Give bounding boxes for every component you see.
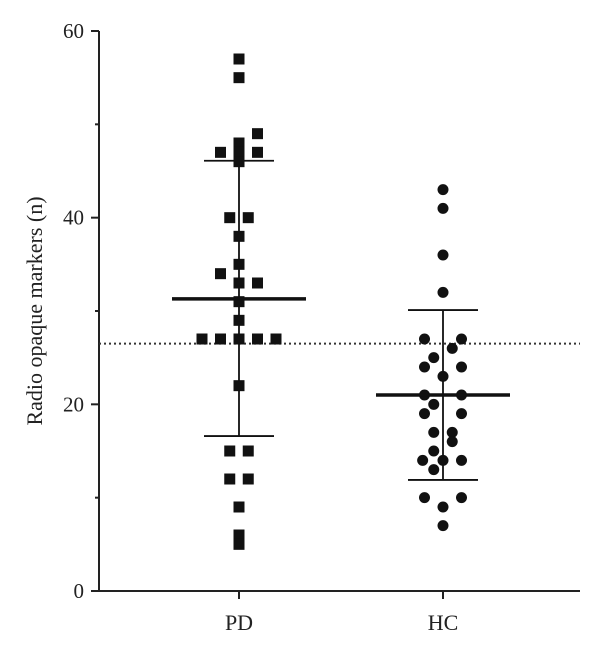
data-point-circle (428, 445, 440, 457)
data-point-square (242, 473, 254, 485)
mean-lines (172, 297, 510, 397)
data-point-square (224, 212, 236, 224)
data-point-circle (437, 202, 449, 214)
data-point-square (233, 314, 245, 326)
data-point-square (242, 212, 254, 224)
data-point-circle (446, 426, 458, 438)
data-point-circle (437, 370, 449, 382)
y-tick-label: 60 (63, 19, 84, 43)
data-point-circle (437, 286, 449, 298)
x-category-label: PD (225, 610, 253, 635)
data-point-circle (446, 342, 458, 354)
data-point-square (233, 529, 245, 541)
data-point-circle (456, 361, 467, 373)
data-point-circle (428, 464, 440, 476)
data-point-square (196, 333, 208, 345)
data-point-square (233, 333, 245, 345)
data-point-square (252, 333, 263, 345)
data-point-square (252, 277, 263, 289)
data-point-circle (437, 249, 449, 261)
x-ticks: PD HC (225, 591, 458, 635)
data-point-circle (437, 520, 449, 532)
y-tick-label: 40 (63, 206, 84, 230)
y-tick-label: 20 (63, 392, 84, 416)
data-point-square (242, 445, 254, 457)
data-point-circle (428, 352, 440, 364)
data-point-square (233, 258, 245, 270)
data-point-circle (428, 398, 440, 410)
data-point-circle (446, 436, 458, 448)
data-point-square (270, 333, 282, 345)
data-point-square (233, 156, 245, 168)
data-point-square (224, 473, 236, 485)
data-point-circle (456, 408, 467, 420)
data-points (196, 53, 467, 550)
x-category-label: HC (428, 610, 459, 635)
data-point-circle (428, 426, 440, 438)
data-point-circle (456, 492, 467, 504)
y-ticks: 0 20 40 60 (63, 19, 99, 603)
data-point-square (233, 230, 245, 242)
data-point-square (233, 380, 245, 392)
data-point-square (233, 538, 245, 550)
data-point-square (233, 53, 245, 65)
data-point-circle (456, 454, 467, 466)
plot-area (98, 31, 580, 592)
data-point-square (233, 277, 245, 289)
y-axis-title: Radio opaque markers (n) (22, 196, 47, 425)
data-point-square (233, 146, 245, 158)
data-point-square (233, 296, 245, 308)
data-point-circle (419, 333, 430, 345)
data-point-circle (437, 184, 449, 196)
data-point-square (233, 137, 245, 149)
data-point-square (215, 146, 226, 158)
data-point-square (233, 501, 245, 513)
data-point-square (215, 333, 226, 345)
data-point-circle (437, 501, 449, 513)
data-point-square (252, 146, 263, 158)
data-point-square (215, 268, 226, 280)
data-point-square (224, 445, 236, 457)
data-point-circle (417, 454, 429, 466)
data-point-circle (419, 408, 430, 420)
data-point-square (252, 128, 263, 140)
data-point-circle (419, 492, 430, 504)
data-point-circle (437, 454, 449, 466)
data-point-square (233, 72, 245, 84)
data-point-circle (456, 333, 467, 345)
data-point-circle (419, 361, 430, 373)
y-tick-label: 0 (74, 579, 85, 603)
